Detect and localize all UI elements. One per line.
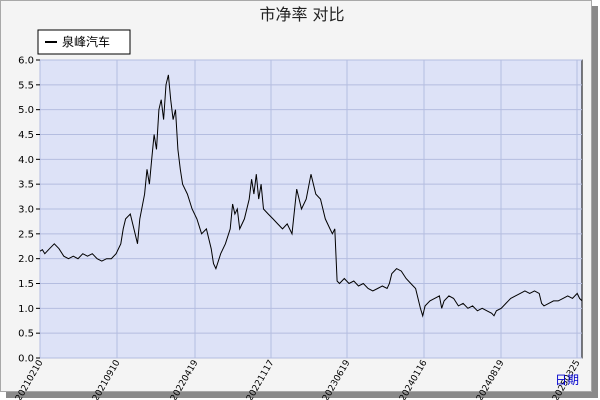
x-tick-label: 20240116 [398, 358, 430, 400]
y-tick-label: 5.0 [18, 105, 34, 116]
y-axis-ticks: 0.0 0.5 1.0 1.5 2.0 2.5 3.0 3.5 4.0 4.5 5.0 5.5 6.0 [18, 56, 40, 365]
chart-title: 市净率 对比 [259, 5, 344, 24]
y-tick-label: 3.0 [18, 205, 34, 216]
y-tick-label: 3.5 [18, 180, 34, 191]
frame-shadow-bottom [6, 392, 598, 398]
y-tick-label: 4.0 [18, 155, 34, 166]
grid [39, 59, 582, 359]
y-tick-label: 5.5 [18, 80, 34, 91]
y-tick-label: 1.5 [18, 279, 34, 290]
x-tick-label: 20240819 [475, 358, 507, 400]
legend: 泉峰汽车 [37, 29, 131, 55]
x-tick-label: 20220419 [169, 358, 201, 400]
x-tick-label: 20230619 [321, 358, 353, 400]
x-tick-label: 20210910 [91, 358, 123, 400]
y-tick-label: 0.0 [18, 354, 34, 365]
date-axis-link[interactable]: 日期 [555, 373, 579, 387]
y-tick-label: 4.5 [18, 130, 34, 141]
y-tick-label: 0.5 [18, 329, 34, 340]
frame-shadow-right [592, 6, 598, 398]
x-tick-label: 20210210 [14, 358, 46, 400]
y-tick-label: 2.5 [18, 229, 34, 240]
y-tick-label: 6.0 [18, 56, 34, 67]
x-axis-ticks: 20210210 20210910 20220419 20221117 20230619… [14, 358, 583, 400]
y-tick-label: 2.0 [18, 254, 34, 265]
x-tick-label: 20221117 [245, 359, 277, 400]
series-line-quanfeng [39, 74, 583, 318]
y-tick-label: 1.0 [18, 304, 34, 315]
legend-label: 泉峰汽车 [62, 34, 110, 49]
